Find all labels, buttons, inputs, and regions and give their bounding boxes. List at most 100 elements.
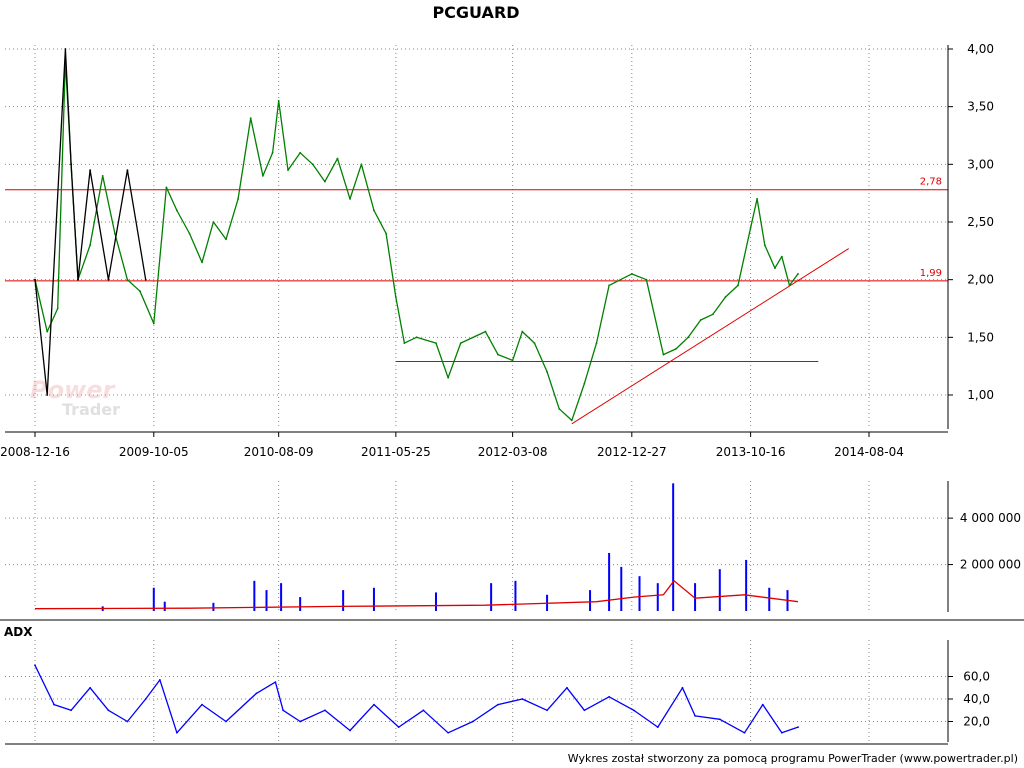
price-point: [435, 342, 437, 344]
adx-point: [274, 681, 277, 684]
price-point: [608, 284, 611, 287]
watermark: Power Trader: [30, 376, 120, 419]
adx-point: [107, 709, 110, 712]
volume-bar: [490, 583, 493, 611]
volume-average-line: [34, 579, 799, 610]
trend-line: [571, 248, 849, 425]
price-point: [558, 407, 561, 410]
price-point: [497, 353, 499, 356]
adx-point: [299, 720, 302, 723]
volume-bar: [694, 583, 697, 611]
price-point: [511, 359, 514, 362]
volume-bar: [718, 569, 721, 611]
volume-bar: [434, 592, 437, 611]
adx-point: [566, 686, 568, 689]
price-point: [46, 394, 49, 396]
price-point: [113, 232, 116, 235]
volume-panel: 4 000 000 2 000 000: [5, 481, 1021, 612]
price-point: [271, 151, 274, 154]
level-label: 2,78: [920, 177, 942, 188]
price-point: [630, 273, 633, 275]
price-point: [385, 232, 388, 235]
price-point: [763, 244, 766, 246]
volume-y-tick-label: 2 000 000: [960, 558, 1021, 572]
volume-bar: [212, 602, 215, 611]
adx-point: [158, 678, 161, 681]
volume-bar: [372, 587, 375, 611]
adx-point: [201, 703, 203, 706]
volume-y-tick-label: 4 000 000: [960, 511, 1021, 525]
price-point: [144, 278, 147, 281]
adx-point: [632, 709, 635, 712]
price-point: [403, 342, 406, 344]
adx-point: [546, 709, 548, 712]
price-x-tick-label: 2010-08-09: [244, 445, 314, 459]
price-point: [737, 284, 739, 287]
adx-point: [694, 714, 696, 717]
price-point: [225, 238, 227, 241]
price-x-tick-label: 2013-10-16: [716, 445, 786, 459]
adx-grid: [5, 640, 948, 742]
price-x-tick-label: 2011-05-25: [361, 445, 431, 459]
price-point: [46, 330, 49, 333]
price-point: [101, 174, 104, 177]
adx-point: [471, 720, 474, 723]
price-point: [699, 319, 702, 321]
price-point: [323, 180, 326, 183]
adx-title: ADX: [4, 625, 33, 639]
adx-point: [397, 726, 400, 729]
price-y-tick-label: 1,00: [967, 388, 994, 402]
volume-bar: [672, 483, 675, 611]
volume-bar: [163, 601, 166, 611]
price-x-ticks: 2008-12-16 2009-10-05 2010-08-09 2011-05-25…: [0, 432, 904, 459]
volume-bar: [589, 590, 592, 611]
price-point: [394, 296, 397, 298]
price-point: [126, 169, 129, 172]
adx-point: [373, 703, 375, 706]
volume-grid: [5, 481, 948, 612]
price-point: [34, 278, 36, 281]
price-line: [34, 59, 799, 422]
price-point: [687, 336, 690, 339]
volume-bars: [101, 483, 789, 611]
price-point: [336, 157, 339, 160]
volume-bar: [342, 590, 345, 611]
price-y-tick-label: 3,00: [967, 157, 994, 171]
price-point: [311, 163, 314, 166]
watermark-line1: Power: [30, 376, 117, 404]
adx-point: [225, 720, 227, 723]
adx-y-tick-label: 20,0: [963, 715, 990, 729]
adx-point: [780, 731, 783, 734]
price-point: [373, 209, 375, 212]
price-y-tick-label: 3,50: [967, 100, 994, 114]
footer-credit: Wykres został stworzony za pomocą progra…: [568, 752, 1018, 765]
price-point: [447, 376, 450, 379]
adx-point: [583, 709, 586, 712]
adx-point: [34, 664, 36, 667]
adx-point: [422, 709, 425, 712]
adx-point: [144, 698, 147, 700]
level-label: 1,99: [920, 268, 942, 279]
price-point: [64, 48, 67, 50]
price-point: [165, 186, 168, 189]
volume-average: [34, 579, 799, 610]
volume-bar: [620, 566, 623, 611]
volume-bar: [265, 590, 268, 611]
price-point: [675, 347, 677, 350]
price-point: [797, 273, 799, 275]
price-point: [299, 151, 302, 154]
volume-bar: [280, 583, 283, 611]
price-point: [277, 100, 280, 102]
price-point: [261, 174, 264, 177]
watermark-line2: Trader: [62, 400, 120, 419]
price-y-tick-label: 2,00: [967, 273, 994, 287]
price-point: [595, 342, 598, 344]
adx-point: [126, 720, 129, 723]
adx-point: [656, 726, 659, 729]
adx-point: [497, 703, 499, 706]
price-point: [237, 198, 240, 200]
price-point: [201, 261, 203, 264]
price-x-tick-label: 2008-12-16: [0, 445, 70, 459]
adx-y-tick-label: 40,0: [963, 692, 990, 706]
